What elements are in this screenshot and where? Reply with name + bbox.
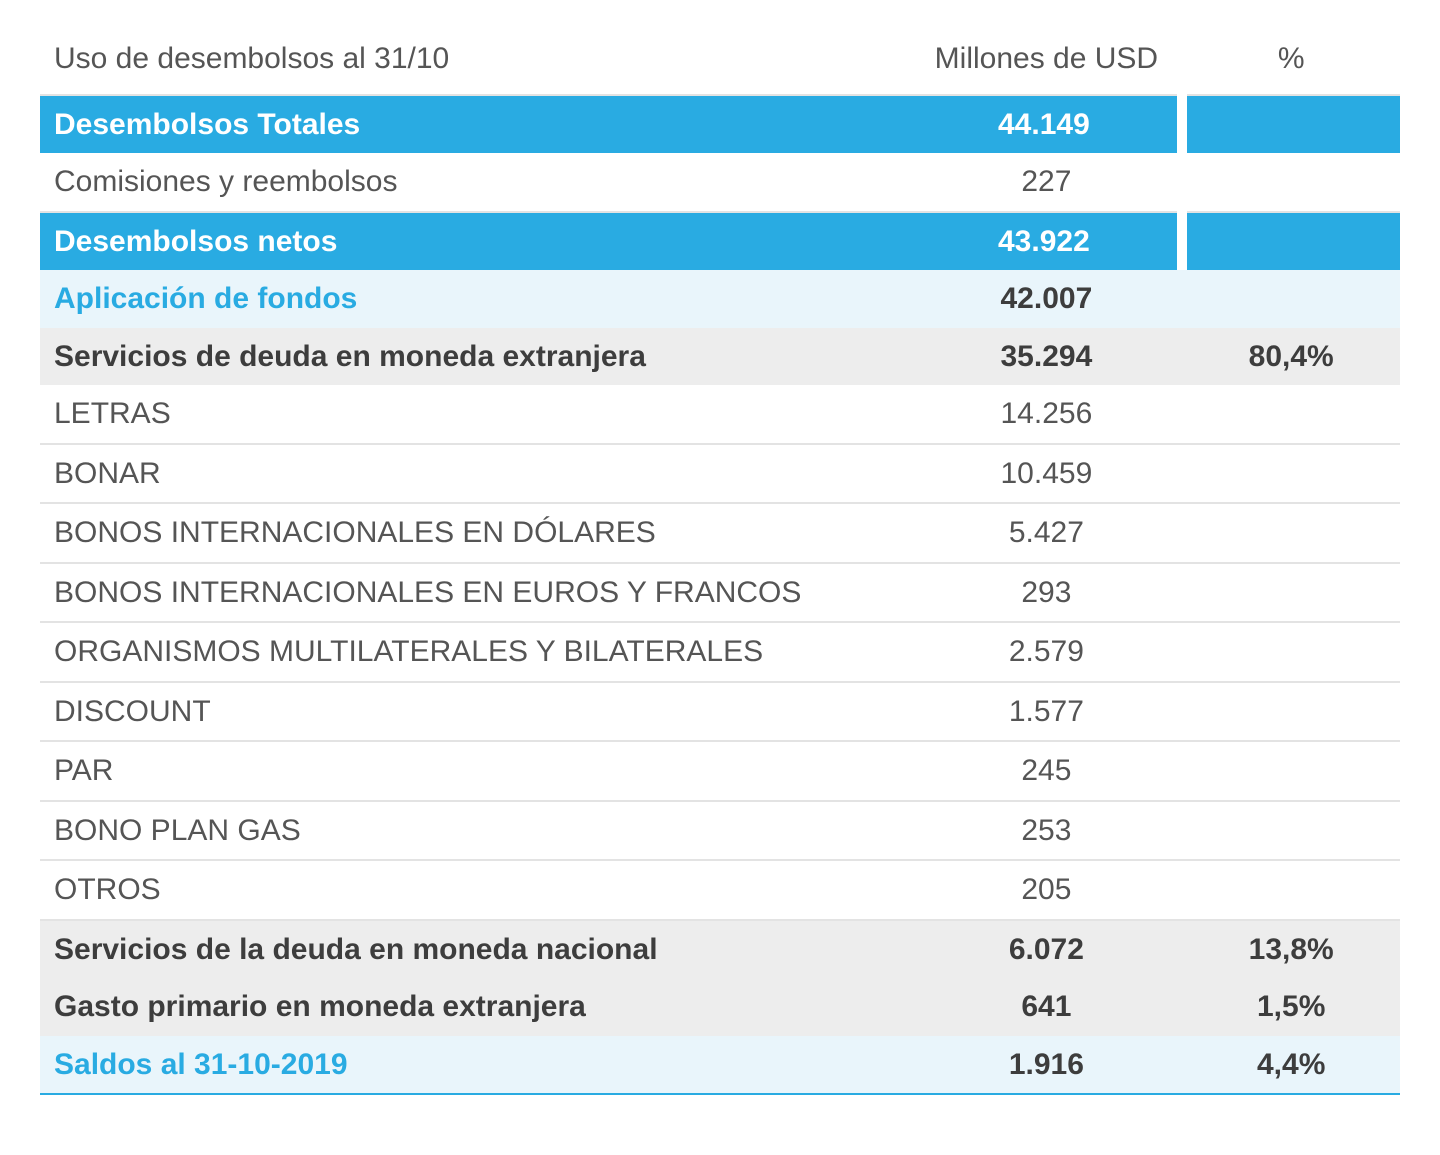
cell-usd: 5.427 — [910, 503, 1182, 563]
disbursements-table: Uso de desembolsos al 31/10 Millones de … — [40, 30, 1400, 1095]
cell-label: BONAR — [40, 444, 910, 504]
cell-pct — [1182, 503, 1400, 563]
table-row: BONOS INTERNACIONALES EN DÓLARES 5.427 — [40, 503, 1400, 563]
table-row: ORGANISMOS MULTILATERALES Y BILATERALES … — [40, 622, 1400, 682]
cell-usd: 44.149 — [910, 95, 1182, 154]
cell-label: Comisiones y reembolsos — [40, 153, 910, 212]
cell-usd: 43.922 — [910, 212, 1182, 271]
cell-usd: 10.459 — [910, 444, 1182, 504]
column-header-pct: % — [1182, 30, 1400, 95]
cell-usd: 641 — [910, 978, 1182, 1036]
table-row: BONO PLAN GAS 253 — [40, 801, 1400, 861]
table-row: PAR 245 — [40, 741, 1400, 801]
cell-pct — [1182, 212, 1400, 271]
cell-label: DISCOUNT — [40, 682, 910, 742]
cell-pct — [1182, 270, 1400, 328]
cell-label: Desembolsos Totales — [40, 95, 910, 154]
cell-label: Servicios de la deuda en moneda nacional — [40, 920, 910, 979]
cell-usd: 2.579 — [910, 622, 1182, 682]
cell-usd: 1.577 — [910, 682, 1182, 742]
cell-pct — [1182, 563, 1400, 623]
table-row: OTROS 205 — [40, 860, 1400, 920]
table-row: BONAR 10.459 — [40, 444, 1400, 504]
cell-pct — [1182, 622, 1400, 682]
table-row: Servicios de la deuda en moneda nacional… — [40, 920, 1400, 979]
table-row: LETRAS 14.256 — [40, 385, 1400, 444]
cell-pct — [1182, 444, 1400, 504]
cell-label: Gasto primario en moneda extranjera — [40, 978, 910, 1036]
cell-label: BONOS INTERNACIONALES EN DÓLARES — [40, 503, 910, 563]
cell-pct — [1182, 741, 1400, 801]
cell-label: Desembolsos netos — [40, 212, 910, 271]
cell-usd: 245 — [910, 741, 1182, 801]
cell-pct — [1182, 95, 1400, 154]
cell-usd: 227 — [910, 153, 1182, 212]
cell-pct — [1182, 860, 1400, 920]
cell-usd: 1.916 — [910, 1036, 1182, 1095]
table-row: DISCOUNT 1.577 — [40, 682, 1400, 742]
table-header-row: Uso de desembolsos al 31/10 Millones de … — [40, 30, 1400, 95]
cell-label: Saldos al 31-10-2019 — [40, 1036, 910, 1095]
cell-usd: 293 — [910, 563, 1182, 623]
column-header-label: Uso de desembolsos al 31/10 — [40, 30, 910, 95]
cell-pct — [1182, 682, 1400, 742]
cell-pct — [1182, 153, 1400, 212]
cell-usd: 205 — [910, 860, 1182, 920]
cell-usd: 14.256 — [910, 385, 1182, 444]
column-header-usd: Millones de USD — [910, 30, 1182, 95]
table-row: Saldos al 31-10-2019 1.916 4,4% — [40, 1036, 1400, 1095]
cell-pct: 13,8% — [1182, 920, 1400, 979]
cell-usd: 253 — [910, 801, 1182, 861]
cell-usd: 6.072 — [910, 920, 1182, 979]
cell-label: PAR — [40, 741, 910, 801]
cell-usd: 42.007 — [910, 270, 1182, 328]
cell-pct: 4,4% — [1182, 1036, 1400, 1095]
cell-pct — [1182, 385, 1400, 444]
table-row: Desembolsos netos 43.922 — [40, 212, 1400, 271]
cell-label: BONOS INTERNACIONALES EN EUROS Y FRANCOS — [40, 563, 910, 623]
cell-pct: 1,5% — [1182, 978, 1400, 1036]
cell-label: LETRAS — [40, 385, 910, 444]
table-row: Desembolsos Totales 44.149 — [40, 95, 1400, 154]
table-row: Servicios de deuda en moneda extranjera … — [40, 328, 1400, 386]
cell-label: ORGANISMOS MULTILATERALES Y BILATERALES — [40, 622, 910, 682]
cell-pct: 80,4% — [1182, 328, 1400, 386]
cell-label: BONO PLAN GAS — [40, 801, 910, 861]
table-row: BONOS INTERNACIONALES EN EUROS Y FRANCOS… — [40, 563, 1400, 623]
cell-label: Aplicación de fondos — [40, 270, 910, 328]
cell-usd: 35.294 — [910, 328, 1182, 386]
cell-pct — [1182, 801, 1400, 861]
table-row: Comisiones y reembolsos 227 — [40, 153, 1400, 212]
table-row: Aplicación de fondos 42.007 — [40, 270, 1400, 328]
cell-label: Servicios de deuda en moneda extranjera — [40, 328, 910, 386]
cell-label: OTROS — [40, 860, 910, 920]
page: Uso de desembolsos al 31/10 Millones de … — [0, 0, 1440, 1155]
table-row: Gasto primario en moneda extranjera 641 … — [40, 978, 1400, 1036]
